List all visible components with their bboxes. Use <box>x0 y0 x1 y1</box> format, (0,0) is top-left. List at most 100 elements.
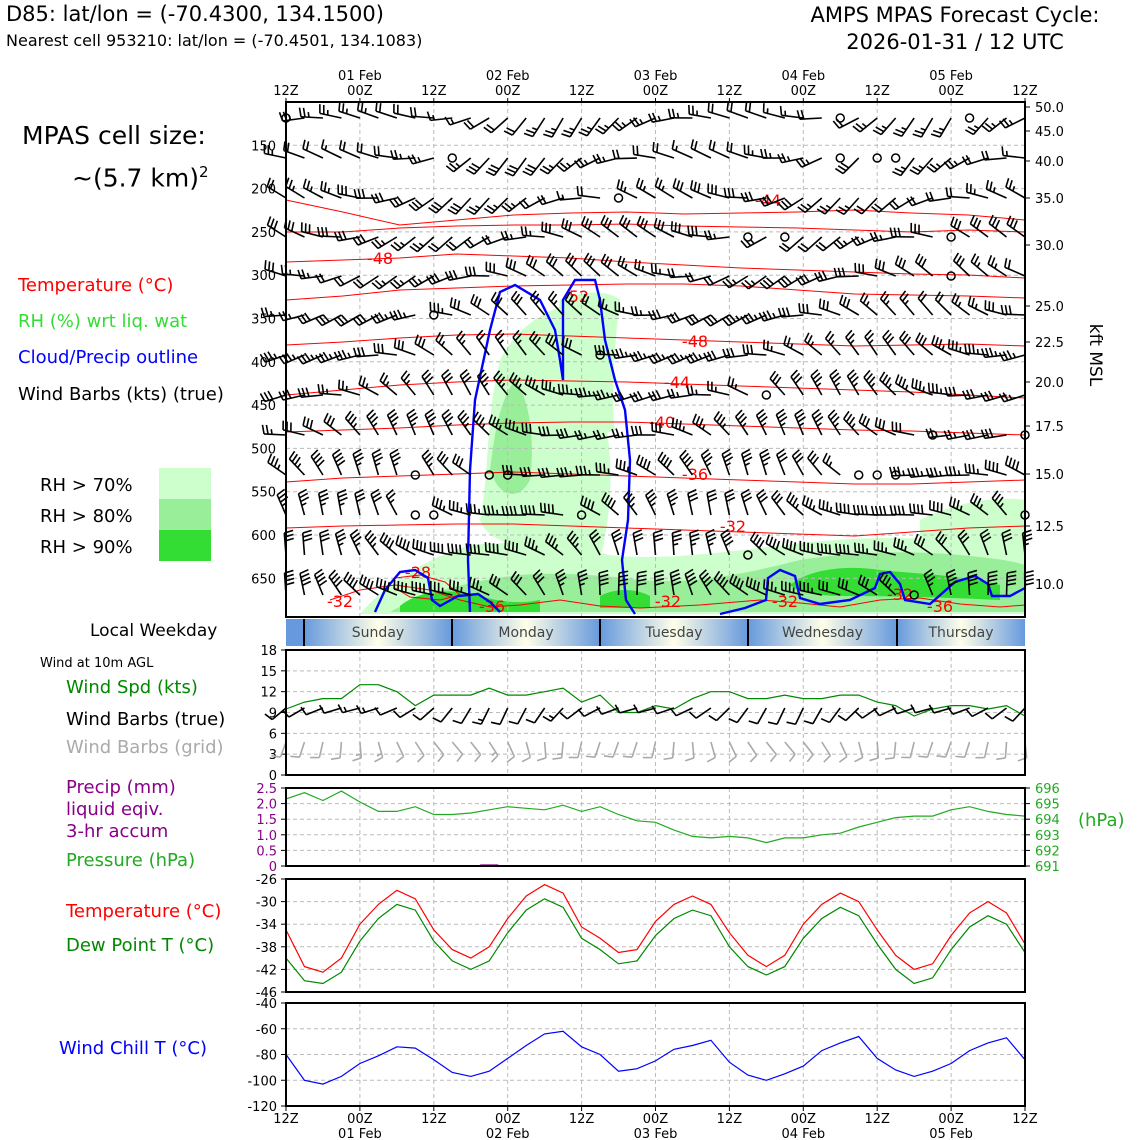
bottom-date-label: 04 Feb <box>781 1127 825 1140</box>
profile-wind-barb-flag <box>462 416 470 425</box>
profile-wind-barb-half <box>307 112 310 118</box>
profile-wind-barb <box>465 543 490 556</box>
profile-wind-barb <box>447 197 472 215</box>
surface-wind-barb-true <box>837 707 860 722</box>
surface-wind-barb-grid-staff <box>414 741 425 756</box>
profile-wind-barb-flag <box>447 543 450 553</box>
profile-wind-barb-flag <box>981 150 986 161</box>
profile-wind-barb-half <box>328 353 333 359</box>
profile-wind-barb-flag <box>1006 350 1013 360</box>
profile-wind-barb <box>684 313 712 326</box>
profile-wind-barb-flag <box>699 569 707 577</box>
profile-wind-barb-flag <box>910 196 917 205</box>
profile-wind-barb-flag <box>914 129 924 135</box>
surface-wind-barb-true-flag <box>651 705 658 715</box>
profile-wind-barb-flag <box>302 178 307 188</box>
profile-wind-barb-flag <box>610 393 617 402</box>
profile-wind-barb-flag <box>706 316 715 325</box>
profile-wind-barb-flag <box>690 139 695 149</box>
profile-wind-barb-flag <box>929 467 934 477</box>
profile-wind-barb-flag <box>302 107 306 118</box>
profile-wind-barb-flag <box>528 377 533 387</box>
profile-wind-barb-half <box>741 422 747 428</box>
profile-wind-barb-half <box>417 278 423 284</box>
profile-wind-barb-flag <box>804 332 810 342</box>
profile-wind-barb-flag <box>846 544 850 555</box>
profile-wind-barb-flag <box>304 312 311 321</box>
profile-wind-barb-half <box>698 354 703 360</box>
profile-wind-barb <box>666 388 693 399</box>
profile-wind-barb-flag <box>722 532 731 540</box>
surface-wind-barb-true <box>910 704 933 714</box>
profile-wind-barb-flag <box>520 504 524 515</box>
profile-wind-barb <box>525 254 546 277</box>
profile-wind-barb-flag <box>465 503 469 513</box>
profile-wind-barb-flag <box>370 488 380 495</box>
profile-wind-barb-flag <box>866 332 875 341</box>
profile-wind-barb-flag <box>781 242 791 250</box>
profile-wind-barb-flag <box>373 496 383 503</box>
surface-wind-barb-true-staff <box>756 707 768 725</box>
profile-wind-barb-flag <box>565 252 572 262</box>
profile-wind-barb <box>412 538 435 556</box>
profile-wind-barb-flag <box>481 376 489 384</box>
temperature-contour-label: -36 <box>682 465 708 484</box>
surface-wind-barb-grid <box>642 741 657 759</box>
profile-wind-barb-flag <box>686 459 694 468</box>
profile-wind-barb-half <box>620 431 624 438</box>
profile-wind-barb <box>318 529 330 556</box>
profile-wind-barb-flag <box>263 391 270 401</box>
dewpoint-panel-label: Dew Point T (°C) <box>66 935 215 956</box>
profile-wind-barb-half <box>464 422 470 428</box>
profile-wind-barb-flag <box>841 267 846 277</box>
surface-wind-barb-true <box>614 704 638 714</box>
profile-wind-barb-flag <box>915 332 921 342</box>
profile-wind-barb-flag <box>341 380 345 391</box>
profile-wind-barb-flag <box>541 221 544 231</box>
surface-wind-barb-true-flag <box>855 711 863 719</box>
profile-wind-barb-flag <box>352 317 360 326</box>
profile-wind-barb-flag <box>996 496 1004 505</box>
profile-wind-barb-flag <box>589 528 598 537</box>
profile-wind-barb-half <box>602 156 606 162</box>
profile-wind-barb-flag <box>337 276 345 285</box>
profile-wind-barb-half <box>461 339 466 345</box>
profile-wind-barb <box>429 301 453 316</box>
profile-wind-barb <box>835 197 860 216</box>
surface-wind-barb-grid-flag <box>603 755 614 758</box>
profile-wind-barb-half <box>345 108 348 114</box>
profile-wind-barb <box>688 104 712 119</box>
profile-wind-barb-flag <box>571 536 579 545</box>
profile-wind-barb <box>353 188 379 199</box>
profile-wind-barb-flag <box>374 456 383 463</box>
profile-wind-barb-half <box>938 127 945 131</box>
profile-wind-barb-flag <box>929 163 938 171</box>
profile-wind-barb-flag <box>356 496 366 503</box>
profile-wind-barb <box>421 449 435 476</box>
profile-wind-barb-flag <box>478 416 485 426</box>
profile-wind-barb-flag <box>855 122 864 130</box>
profile-wind-barb <box>967 569 978 596</box>
pressure-tick-label: 650 <box>251 572 276 587</box>
profile-wind-barb-flag <box>796 110 801 120</box>
profile-wind-barb-half <box>679 354 684 360</box>
profile-wind-barb-half <box>393 462 399 467</box>
profile-wind-barb-half <box>417 156 422 163</box>
profile-wind-barb-flag <box>689 496 699 503</box>
profile-wind-barb-flag <box>762 339 766 349</box>
surface-wind-barb-true <box>490 707 509 726</box>
profile-wind-barb-flag <box>466 119 475 128</box>
profile-wind-barb-flag <box>863 369 871 378</box>
profile-wind-barb-flag <box>352 236 359 246</box>
profile-wind-barb-flag <box>486 205 496 212</box>
profile-wind-barb-flag <box>580 215 586 226</box>
temperature-line <box>285 883 1026 973</box>
profile-wind-barb-flag <box>671 577 681 582</box>
temp-panel-ytick-label: -46 <box>256 986 277 1001</box>
profile-wind-barb-flag <box>377 312 385 321</box>
profile-wind-barb-flag <box>748 102 752 113</box>
profile-wind-barb-flag <box>269 179 275 189</box>
profile-wind-barb <box>1005 570 1017 596</box>
profile-wind-barb-half <box>624 351 628 357</box>
